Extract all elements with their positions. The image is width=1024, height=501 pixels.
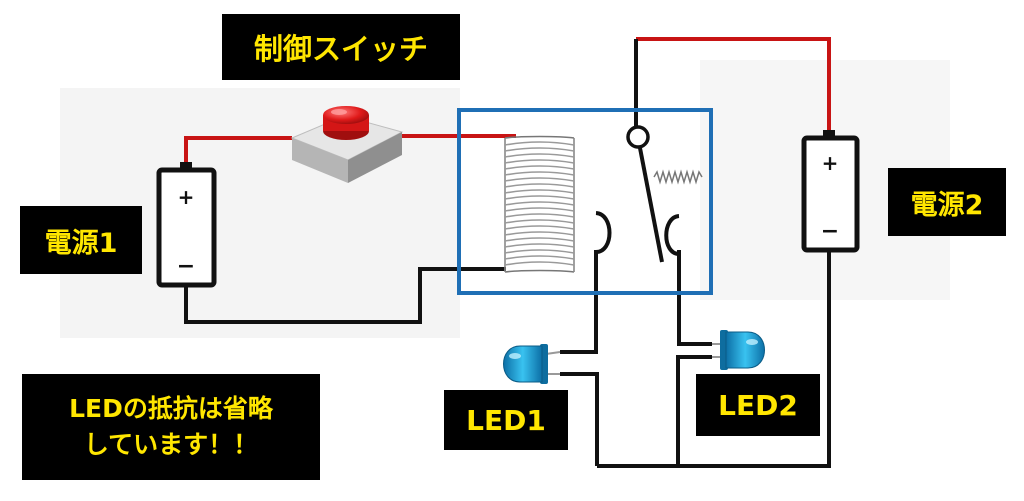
led-icon [503, 344, 561, 384]
push-button-icon [290, 106, 404, 183]
battery2-plus-symbol: + [822, 151, 839, 175]
wire-red-battery1-to-switch [184, 136, 292, 166]
wire-black-nc-contact-to-led1 [560, 250, 598, 354]
label-led2: LED2 [696, 374, 820, 436]
relay-nc-contact [595, 211, 612, 254]
note-line-1: LEDの抵抗は省略 [69, 393, 273, 423]
wire-red-battery2-to-relay-common [636, 37, 831, 132]
battery1-minus-symbol: − [177, 254, 195, 279]
note-line-2: しています！！ [83, 430, 259, 459]
relay-coil-icon [504, 135, 575, 273]
wire-black-no-contact-to-led2 [677, 250, 712, 346]
wire-black-led2-return [676, 355, 712, 466]
wire-black-led1-return [560, 372, 599, 466]
battery1-plus-symbol: + [178, 185, 195, 209]
battery2-minus-symbol: − [821, 219, 839, 244]
battery-icon: + − [156, 162, 217, 288]
note-box: LEDの抵抗は省略 しています！！ [22, 374, 320, 480]
wire-black-return-bus [597, 250, 831, 468]
battery-icon: + − [801, 130, 860, 253]
wire-black-coil-to-battery1 [184, 267, 506, 324]
relay-no-contact [664, 214, 680, 256]
label-power2: 電源2 [888, 168, 1006, 236]
label-led1: LED1 [444, 390, 568, 450]
led-icon [712, 330, 765, 370]
label-control-switch: 制御スイッチ [222, 14, 460, 80]
relay-frame [457, 108, 713, 295]
relay-armature [638, 147, 664, 263]
label-power1: 電源1 [20, 206, 142, 274]
relay-spring-icon [653, 169, 703, 185]
relay-common-terminal [626, 125, 650, 149]
